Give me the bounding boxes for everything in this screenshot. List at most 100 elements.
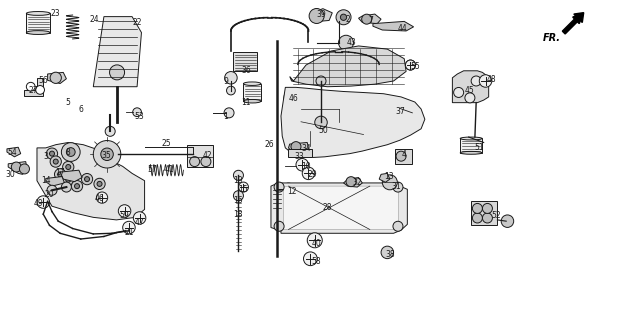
Text: 29: 29 xyxy=(307,170,317,179)
Circle shape xyxy=(296,158,308,171)
Circle shape xyxy=(472,204,482,213)
Text: 43: 43 xyxy=(346,38,356,47)
Text: 51: 51 xyxy=(475,143,484,152)
Circle shape xyxy=(11,162,21,172)
Text: 58: 58 xyxy=(312,257,322,266)
Circle shape xyxy=(396,151,406,161)
Circle shape xyxy=(454,87,463,98)
Ellipse shape xyxy=(460,151,482,154)
Circle shape xyxy=(302,167,315,180)
Circle shape xyxy=(340,14,347,20)
Text: 46: 46 xyxy=(288,94,298,103)
Circle shape xyxy=(224,108,234,118)
Circle shape xyxy=(479,75,492,87)
Text: 48: 48 xyxy=(487,75,497,84)
Circle shape xyxy=(63,174,74,185)
Circle shape xyxy=(381,246,394,259)
Text: 31: 31 xyxy=(391,182,401,191)
Polygon shape xyxy=(283,92,302,102)
Text: 36: 36 xyxy=(241,66,251,75)
Polygon shape xyxy=(37,142,145,220)
Text: 33: 33 xyxy=(295,152,305,161)
Circle shape xyxy=(393,182,403,192)
Circle shape xyxy=(58,172,63,177)
Circle shape xyxy=(50,156,61,167)
Text: 15: 15 xyxy=(239,185,248,194)
Text: 16: 16 xyxy=(234,196,243,205)
Ellipse shape xyxy=(460,137,482,140)
Text: 3: 3 xyxy=(43,152,48,161)
Text: 35: 35 xyxy=(101,151,111,160)
Bar xyxy=(471,201,497,225)
Text: 20: 20 xyxy=(45,190,55,199)
Circle shape xyxy=(382,175,398,190)
Circle shape xyxy=(47,185,57,195)
Text: 34: 34 xyxy=(301,144,311,153)
Circle shape xyxy=(123,221,135,234)
Text: 23: 23 xyxy=(51,9,61,18)
Circle shape xyxy=(315,116,327,129)
Circle shape xyxy=(282,183,295,196)
Circle shape xyxy=(26,82,35,91)
Polygon shape xyxy=(379,173,390,182)
Polygon shape xyxy=(283,186,399,229)
Ellipse shape xyxy=(26,31,50,35)
Text: 49: 49 xyxy=(33,199,43,208)
Circle shape xyxy=(63,161,74,172)
Bar xyxy=(233,52,257,71)
Polygon shape xyxy=(288,142,308,151)
Circle shape xyxy=(71,180,83,192)
Text: 52: 52 xyxy=(492,211,501,220)
Text: 32: 32 xyxy=(352,179,362,188)
Text: 24: 24 xyxy=(90,15,99,24)
Polygon shape xyxy=(359,14,381,24)
Text: 2: 2 xyxy=(345,15,350,24)
Polygon shape xyxy=(271,183,408,233)
Text: 7: 7 xyxy=(369,16,374,25)
Circle shape xyxy=(97,181,102,186)
Circle shape xyxy=(406,60,416,70)
Circle shape xyxy=(105,126,115,136)
Circle shape xyxy=(189,156,199,167)
Circle shape xyxy=(82,173,93,185)
Circle shape xyxy=(50,151,55,156)
Circle shape xyxy=(233,191,243,201)
Circle shape xyxy=(36,85,45,94)
Circle shape xyxy=(61,143,80,161)
Circle shape xyxy=(471,76,481,86)
Text: 10: 10 xyxy=(301,162,311,171)
Text: 18: 18 xyxy=(234,210,243,219)
Circle shape xyxy=(501,215,514,228)
Polygon shape xyxy=(453,71,488,103)
Polygon shape xyxy=(24,78,43,96)
Bar xyxy=(243,84,261,101)
Circle shape xyxy=(465,93,475,103)
Text: 53: 53 xyxy=(135,112,144,121)
Text: 6: 6 xyxy=(78,105,83,114)
Polygon shape xyxy=(344,178,362,187)
Text: 56: 56 xyxy=(38,76,48,85)
Circle shape xyxy=(66,148,75,156)
Ellipse shape xyxy=(243,82,261,85)
Text: 54: 54 xyxy=(7,148,17,156)
Polygon shape xyxy=(8,162,27,174)
Circle shape xyxy=(226,86,235,95)
Circle shape xyxy=(55,169,66,180)
Text: 21: 21 xyxy=(124,228,134,237)
Circle shape xyxy=(93,140,121,168)
Text: 38: 38 xyxy=(385,251,394,260)
Circle shape xyxy=(309,9,324,23)
Polygon shape xyxy=(60,170,82,182)
Bar xyxy=(395,148,413,164)
Text: 39: 39 xyxy=(316,10,326,19)
Text: 50: 50 xyxy=(318,126,328,135)
Text: 22: 22 xyxy=(132,19,142,28)
Text: 9: 9 xyxy=(223,77,228,86)
Text: 28: 28 xyxy=(322,203,332,212)
Bar xyxy=(288,148,312,157)
Circle shape xyxy=(316,76,326,86)
Circle shape xyxy=(85,177,90,182)
Circle shape xyxy=(233,170,243,180)
Circle shape xyxy=(274,221,284,231)
Circle shape xyxy=(362,14,372,24)
